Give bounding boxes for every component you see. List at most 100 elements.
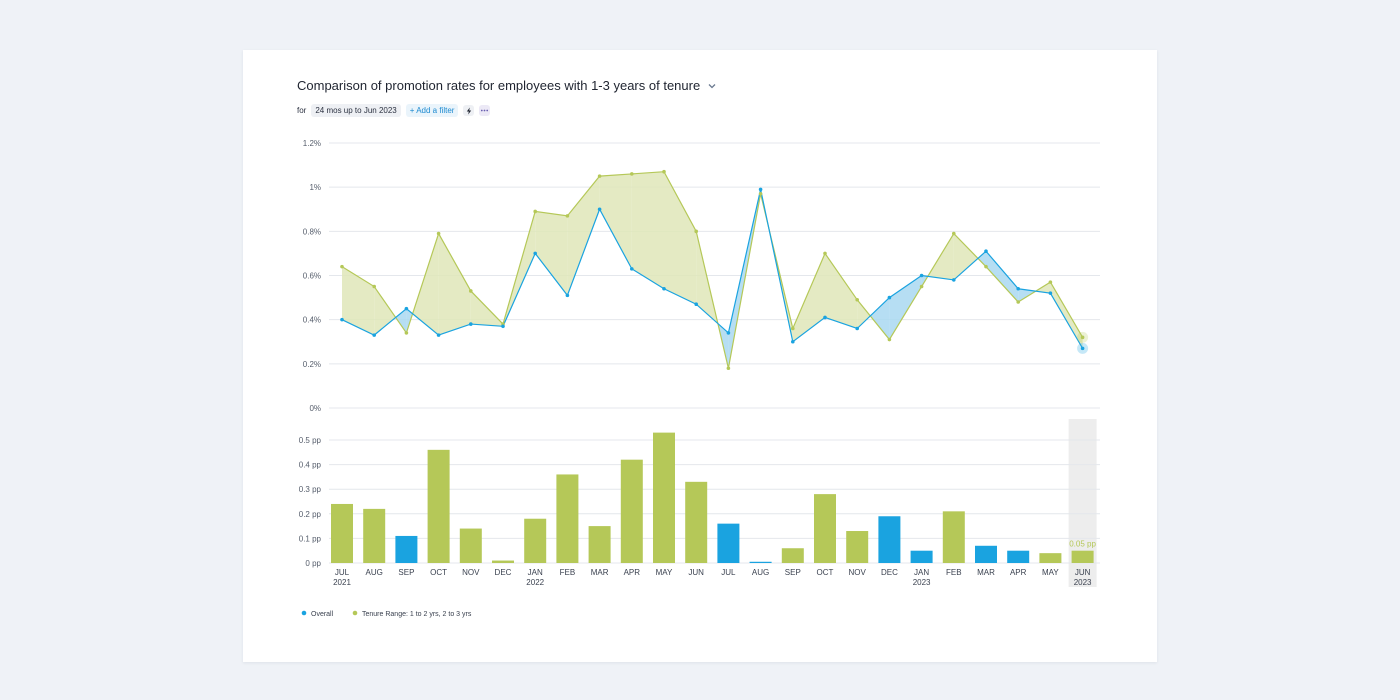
x-tick-label: MAR xyxy=(591,568,609,577)
tenure-point xyxy=(597,174,602,178)
bar xyxy=(588,526,611,563)
bar xyxy=(459,528,482,563)
tenure-point xyxy=(662,169,666,174)
tenure-point xyxy=(887,337,892,342)
bar xyxy=(975,545,997,563)
tenure-point xyxy=(694,229,698,234)
bar xyxy=(1007,550,1030,563)
x-tick-label: JUN xyxy=(1075,568,1091,577)
bar xyxy=(331,503,353,563)
x-tick-label: APR xyxy=(624,568,641,577)
chart-canvas: 1.2% 1% 0.8% 0.6% 0.4% 0.2% 0% 0.5 pp 0.4 pp 0.3 … xyxy=(299,139,1100,618)
bar xyxy=(781,548,804,563)
overall-point xyxy=(372,333,376,337)
tenure-point xyxy=(791,326,795,331)
bar xyxy=(685,481,708,563)
chevron-down-icon[interactable] xyxy=(706,80,718,92)
tenure-point xyxy=(372,284,376,289)
bar xyxy=(749,561,772,563)
tenure-point xyxy=(340,264,344,269)
x-tick-label: AUG xyxy=(752,568,769,577)
overall-point xyxy=(565,293,570,298)
x-tick-label: APR xyxy=(1010,568,1027,577)
area-segment xyxy=(535,211,568,296)
x-tick-label: SEP xyxy=(398,568,414,577)
tenure-series-line xyxy=(341,171,1084,369)
tenure-point xyxy=(436,231,441,236)
tenure-point xyxy=(919,284,924,289)
bar-y-tick-label: 0.4 pp xyxy=(299,461,322,470)
area-segment xyxy=(953,233,978,280)
x-tick-label: DEC xyxy=(881,568,898,577)
x-tick-label: JUN xyxy=(688,568,704,577)
area-segment xyxy=(1050,282,1083,349)
bar xyxy=(363,508,386,563)
bar xyxy=(846,531,869,563)
line-y-tick-label: 0.2% xyxy=(303,360,321,369)
area-segment xyxy=(792,253,825,342)
chart-title: Comparison of promotion rates for employ… xyxy=(297,78,701,93)
x-tick-label: NOV xyxy=(849,568,867,577)
x-tick-label: MAR xyxy=(977,568,995,577)
bar xyxy=(910,550,933,563)
tenure-point xyxy=(630,172,634,176)
overall-point xyxy=(791,339,795,344)
area-segment xyxy=(395,308,407,333)
x-tick-label: JAN xyxy=(528,568,543,577)
x-tick-label: MAY xyxy=(656,568,673,577)
more-icon[interactable] xyxy=(479,105,491,116)
overall-point xyxy=(1016,286,1020,291)
overall-point xyxy=(984,249,988,254)
area-segment xyxy=(631,171,664,289)
x-tick-label: OCT xyxy=(430,568,447,577)
bar xyxy=(427,449,450,563)
overall-point xyxy=(694,302,698,307)
tenure-point xyxy=(1080,335,1085,340)
bar xyxy=(1071,550,1094,563)
overall-point xyxy=(1048,291,1053,295)
tenure-point xyxy=(1048,280,1053,284)
line-y-tick-label: 0% xyxy=(309,404,321,413)
tenure-point xyxy=(1016,300,1020,304)
area-segment xyxy=(977,251,986,267)
bar-y-tick-label: 0.5 pp xyxy=(299,436,322,445)
legend-swatch xyxy=(301,610,307,616)
bar-y-tick-label: 0.1 pp xyxy=(299,534,322,543)
x-tick-label: FEB xyxy=(560,568,576,577)
x-tick-label: JUL xyxy=(721,568,736,577)
x-year-label: 2023 xyxy=(1074,578,1092,587)
tenure-point xyxy=(855,297,859,302)
legend-swatch xyxy=(352,610,358,616)
overall-point xyxy=(597,207,602,212)
bar xyxy=(556,474,579,563)
legend-label: Overall xyxy=(311,611,334,618)
area-segment xyxy=(986,251,1019,302)
highlight-value-label: 0.05 pp xyxy=(1069,540,1096,549)
bar xyxy=(492,560,514,563)
area-segment xyxy=(825,253,858,329)
area-segment xyxy=(870,297,890,340)
plus-icon: + xyxy=(409,106,415,115)
overall-point xyxy=(823,315,827,320)
overall-point xyxy=(919,273,924,278)
overall-point xyxy=(533,251,537,256)
filter-row: for 24 mos up to Jun 2023 + Add a filter xyxy=(297,104,491,117)
for-label: for xyxy=(297,106,307,115)
overall-point xyxy=(1080,346,1085,351)
tenure-point xyxy=(404,331,409,335)
line-y-tick-label: 0.4% xyxy=(303,316,321,325)
x-year-label: 2021 xyxy=(333,578,351,587)
overall-point xyxy=(887,295,892,300)
area-segment xyxy=(857,299,871,329)
lightning-icon[interactable] xyxy=(463,105,475,116)
x-year-label: 2022 xyxy=(526,578,544,587)
add-filter-button[interactable]: + Add a filter xyxy=(405,104,459,117)
tenure-point xyxy=(533,209,537,214)
x-tick-label: AUG xyxy=(366,568,383,577)
x-tick-label: NOV xyxy=(462,568,480,577)
overall-point xyxy=(758,187,763,192)
period-pill[interactable]: 24 mos up to Jun 2023 xyxy=(311,104,401,117)
tenure-point xyxy=(823,251,827,256)
bar xyxy=(395,535,418,563)
bar xyxy=(620,459,643,563)
